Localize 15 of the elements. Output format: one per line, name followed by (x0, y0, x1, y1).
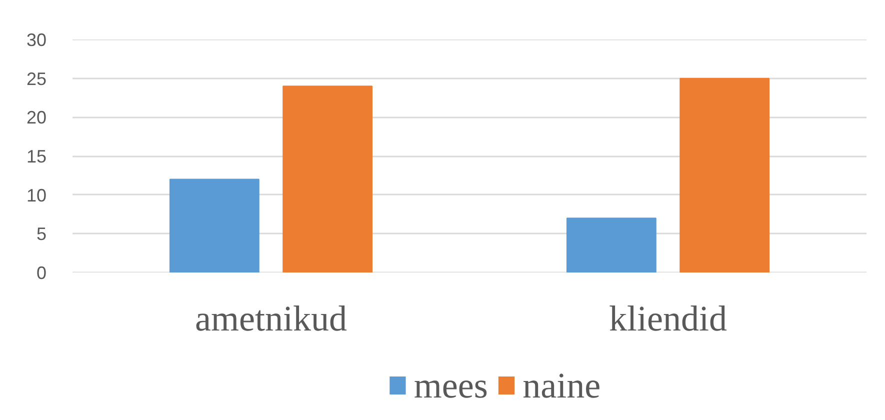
y-tick-label: 20 (26, 108, 47, 128)
y-tick-label: 5 (36, 224, 47, 244)
bar (282, 86, 373, 272)
y-tick-label: 25 (26, 68, 47, 89)
y-tick-label: 10 (26, 185, 47, 206)
bar (680, 78, 770, 272)
x-tick-label: kliendid (609, 298, 727, 338)
x-tick-label: ametnikud (195, 298, 347, 338)
legend-label: naine (522, 366, 601, 406)
y-tick-label: 30 (26, 30, 47, 50)
bar (169, 178, 260, 272)
legend-label: mees (414, 366, 488, 406)
y-tick-label: 0 (36, 263, 47, 283)
bar (566, 218, 656, 272)
y-tick-label: 15 (26, 146, 47, 166)
